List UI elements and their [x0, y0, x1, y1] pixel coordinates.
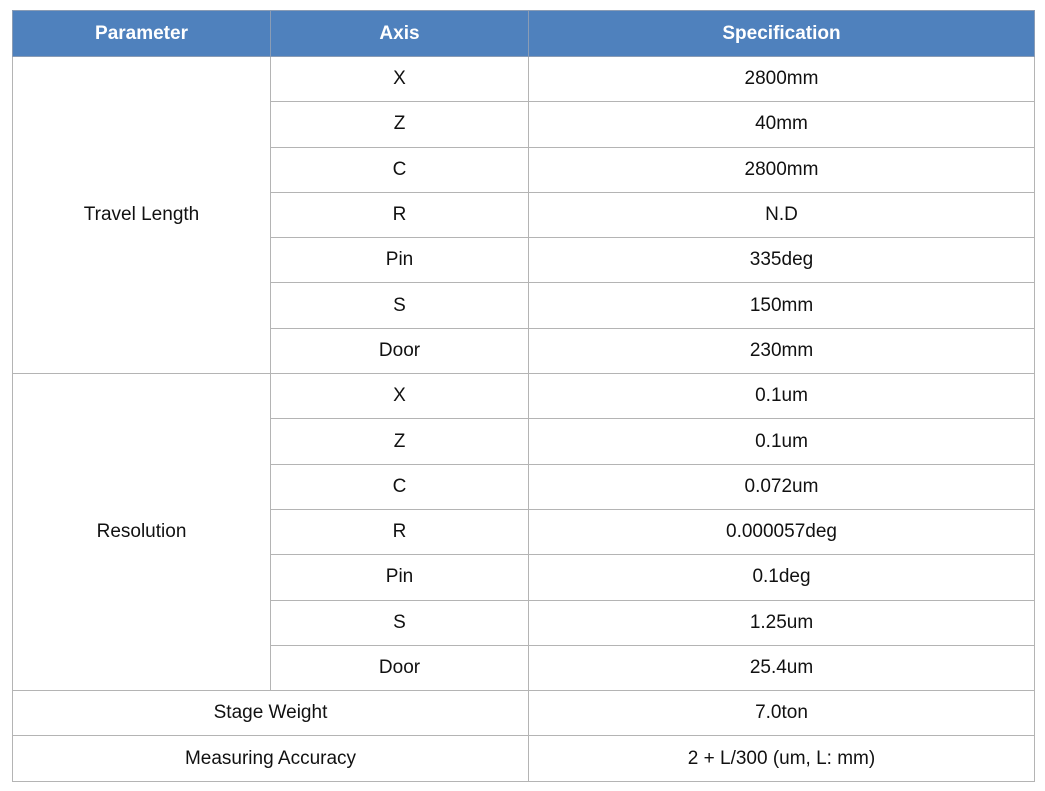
axis-cell: C — [270, 463, 529, 510]
axis-cell: Pin — [270, 554, 529, 601]
spec-cell: 0.000057deg — [528, 508, 1035, 556]
header-row: Parameter Axis Specification — [12, 10, 1035, 57]
spec-cell: N.D — [528, 191, 1035, 239]
spec-cell: 0.072um — [528, 463, 1035, 510]
spec-cell: 230mm — [528, 327, 1035, 375]
spec-cell: 7.0ton — [528, 690, 1035, 737]
spec-cell: 40mm — [528, 101, 1035, 148]
spec-cell: 25.4um — [528, 644, 1035, 692]
axis-cell: S — [270, 282, 529, 329]
axis-cell: Pin — [270, 237, 529, 284]
spec-cell: 335deg — [528, 237, 1035, 284]
axis-cell: Door — [270, 327, 529, 375]
table-row: Pin 0.1deg — [13, 554, 1035, 601]
spec-cell: 0.1um — [528, 418, 1035, 465]
axis-cell: S — [270, 599, 529, 646]
table-row: Resolution X 0.1um — [12, 373, 1035, 692]
table-row: S 1.25um — [13, 599, 1035, 646]
table-row: Measuring Accuracy 2 + L/300 (um, L: mm) — [12, 735, 1035, 782]
spec-cell: 2800mm — [528, 146, 1035, 193]
axis-cell: Z — [270, 418, 529, 465]
table-row: Z 0.1um — [13, 418, 1035, 465]
axis-cell: Door — [270, 644, 529, 692]
parameter-cell: Resolution — [12, 373, 271, 692]
table-row: Door 25.4um — [13, 644, 1035, 692]
table-row: R N.D — [13, 191, 1035, 239]
table-row: Stage Weight 7.0ton — [12, 690, 1035, 737]
table-row: Door 230mm — [13, 327, 1035, 375]
axis-cell: X — [270, 373, 529, 420]
header-specification: Specification — [528, 10, 1035, 57]
spec-cell: 150mm — [528, 282, 1035, 329]
axis-cell: C — [270, 146, 529, 193]
table-row: S 150mm — [13, 282, 1035, 329]
spec-cell: 1.25um — [528, 599, 1035, 646]
spec-cell: 2800mm — [528, 55, 1035, 103]
table-row: C 0.072um — [13, 463, 1035, 510]
spec-cell: 0.1deg — [528, 554, 1035, 601]
table-row: Pin 335deg — [13, 237, 1035, 284]
table-row: Travel Length X 2800mm — [12, 55, 1035, 375]
parameter-cell: Stage Weight — [12, 690, 529, 737]
spec-cell: 0.1um — [528, 373, 1035, 420]
axis-cell: R — [270, 508, 529, 556]
axis-cell: R — [270, 191, 529, 239]
header-parameter: Parameter — [12, 10, 271, 57]
header-axis: Axis — [270, 10, 529, 57]
spec-table: Parameter Axis Specification Travel Leng… — [12, 10, 1035, 782]
parameter-cell: Travel Length — [12, 55, 271, 375]
table-row: R 0.000057deg — [13, 508, 1035, 556]
axis-cell: Z — [270, 101, 529, 148]
spec-cell: 2 + L/300 (um, L: mm) — [528, 735, 1035, 782]
parameter-cell: Measuring Accuracy — [12, 735, 529, 782]
axis-cell: X — [270, 55, 529, 103]
